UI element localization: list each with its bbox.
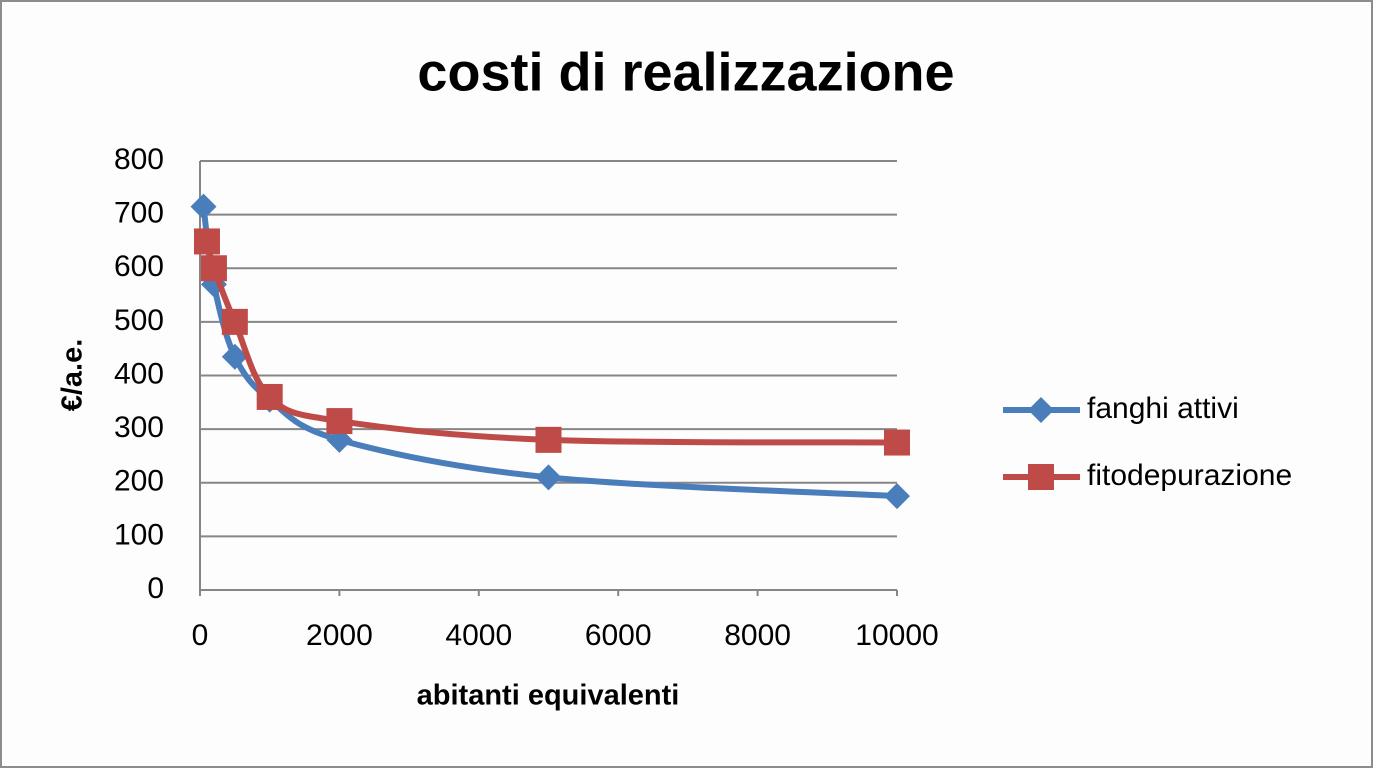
data-point [193, 228, 220, 255]
x-tick-label: 8000 [724, 619, 791, 652]
y-tick-label: 100 [114, 518, 164, 551]
data-point [884, 429, 910, 456]
y-tick-label: 200 [114, 465, 164, 498]
x-tick-label: 4000 [445, 619, 512, 652]
y-tick-label: 0 [147, 572, 164, 605]
x-tick-label: 10000 [855, 619, 938, 652]
legend-marker [1028, 397, 1054, 423]
series-line [200, 206, 898, 500]
data-point [190, 193, 217, 220]
data-point [221, 343, 248, 370]
data-point [535, 426, 562, 453]
y-tick-label: 300 [114, 411, 164, 444]
chart-title: costi di realizzazione [417, 42, 954, 102]
y-tick-label: 600 [114, 250, 164, 283]
x-axis-label: abitanti equivalenti [417, 680, 680, 712]
series-line [204, 240, 898, 446]
data-point [256, 383, 283, 410]
y-tick-label: 500 [114, 304, 164, 337]
x-tick-label: 0 [192, 619, 209, 652]
data-point [535, 464, 562, 491]
x-tick-label: 6000 [585, 619, 652, 652]
data-point [200, 255, 227, 282]
y-tick-label: 700 [114, 197, 164, 230]
data-point [221, 308, 248, 335]
legend-label: fanghi attivi [1087, 392, 1239, 425]
y-axis-label: €/a.e. [57, 339, 89, 412]
legend-label: fitodepurazione [1087, 459, 1292, 492]
y-tick-label: 400 [114, 357, 164, 390]
data-point [884, 483, 910, 510]
y-tick-label: 800 [114, 143, 164, 176]
legend-marker [1028, 464, 1054, 490]
x-tick-label: 2000 [306, 619, 373, 652]
data-point [326, 408, 353, 435]
